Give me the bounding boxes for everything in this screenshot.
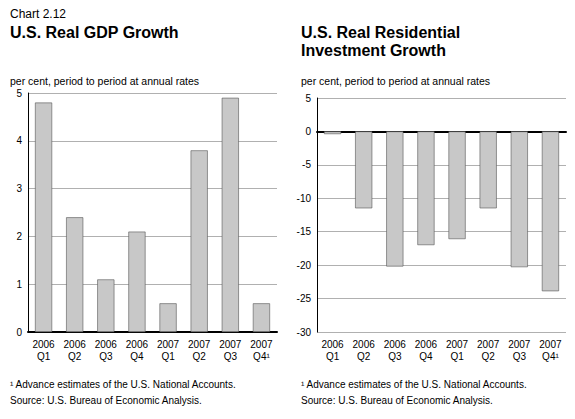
svg-text:Q1: Q1	[326, 351, 340, 362]
svg-text:1: 1	[16, 279, 22, 290]
svg-text:per cent, period to period at: per cent, period to period at annual rat…	[10, 75, 199, 87]
svg-text:Q4¹: Q4¹	[542, 351, 559, 362]
svg-text:Investment Growth: Investment Growth	[301, 42, 446, 59]
svg-text:0: 0	[305, 126, 311, 137]
svg-text:2006: 2006	[321, 339, 344, 350]
svg-text:2006: 2006	[95, 339, 118, 350]
svg-text:2007: 2007	[250, 339, 273, 350]
svg-text:-15: -15	[297, 226, 312, 237]
svg-text:Q3: Q3	[99, 351, 113, 362]
svg-text:Q4¹: Q4¹	[253, 351, 270, 362]
svg-text:per cent, period to period at: per cent, period to period at annual rat…	[301, 75, 490, 87]
svg-text:-25: -25	[297, 293, 312, 304]
svg-text:0: 0	[16, 327, 22, 338]
svg-text:5: 5	[305, 93, 311, 104]
svg-text:Source: U.S. Bureau of Economi: Source: U.S. Bureau of Economic Analysis…	[10, 395, 202, 406]
svg-text:Q2: Q2	[193, 351, 207, 362]
svg-text:Q3: Q3	[388, 351, 402, 362]
svg-text:¹ Advance estimates of the U.S: ¹ Advance estimates of the U.S. National…	[301, 379, 527, 390]
svg-text:2006: 2006	[384, 339, 407, 350]
svg-text:2006: 2006	[126, 339, 149, 350]
svg-text:5: 5	[16, 88, 22, 99]
svg-text:Q2: Q2	[482, 351, 496, 362]
svg-text:2006: 2006	[415, 339, 438, 350]
svg-text:-30: -30	[297, 327, 312, 338]
svg-text:¹ Advance estimates of the U.S: ¹ Advance estimates of the U.S. National…	[10, 379, 236, 390]
svg-text:2006: 2006	[32, 339, 55, 350]
svg-text:U.S. Real GDP Growth: U.S. Real GDP Growth	[10, 24, 179, 41]
svg-text:2007: 2007	[219, 339, 242, 350]
svg-text:U.S. Real Residential: U.S. Real Residential	[301, 24, 465, 41]
svg-text:Q2: Q2	[68, 351, 82, 362]
svg-text:2007: 2007	[508, 339, 531, 350]
svg-text:-20: -20	[297, 260, 312, 271]
svg-text:2007: 2007	[446, 339, 469, 350]
svg-text:Q1: Q1	[450, 351, 464, 362]
svg-text:3: 3	[16, 183, 22, 194]
svg-text:2006: 2006	[64, 339, 87, 350]
svg-text:Q1: Q1	[161, 351, 175, 362]
svg-text:2007: 2007	[157, 339, 180, 350]
svg-text:2007: 2007	[477, 339, 500, 350]
svg-text:4: 4	[16, 135, 22, 146]
svg-text:Q4: Q4	[419, 351, 433, 362]
svg-text:Q4: Q4	[130, 351, 144, 362]
svg-text:2007: 2007	[539, 339, 562, 350]
svg-text:2007: 2007	[188, 339, 211, 350]
svg-text:-5: -5	[302, 159, 311, 170]
svg-text:Source: U.S. Bureau of Economi: Source: U.S. Bureau of Economic Analysis…	[301, 395, 493, 406]
svg-text:-10: -10	[297, 193, 312, 204]
svg-text:Q2: Q2	[357, 351, 371, 362]
svg-text:Q3: Q3	[513, 351, 527, 362]
svg-text:2: 2	[16, 231, 22, 242]
svg-text:Q1: Q1	[37, 351, 51, 362]
svg-text:Chart 2.12: Chart 2.12	[10, 7, 66, 21]
svg-text:Q3: Q3	[224, 351, 238, 362]
svg-text:2006: 2006	[353, 339, 376, 350]
